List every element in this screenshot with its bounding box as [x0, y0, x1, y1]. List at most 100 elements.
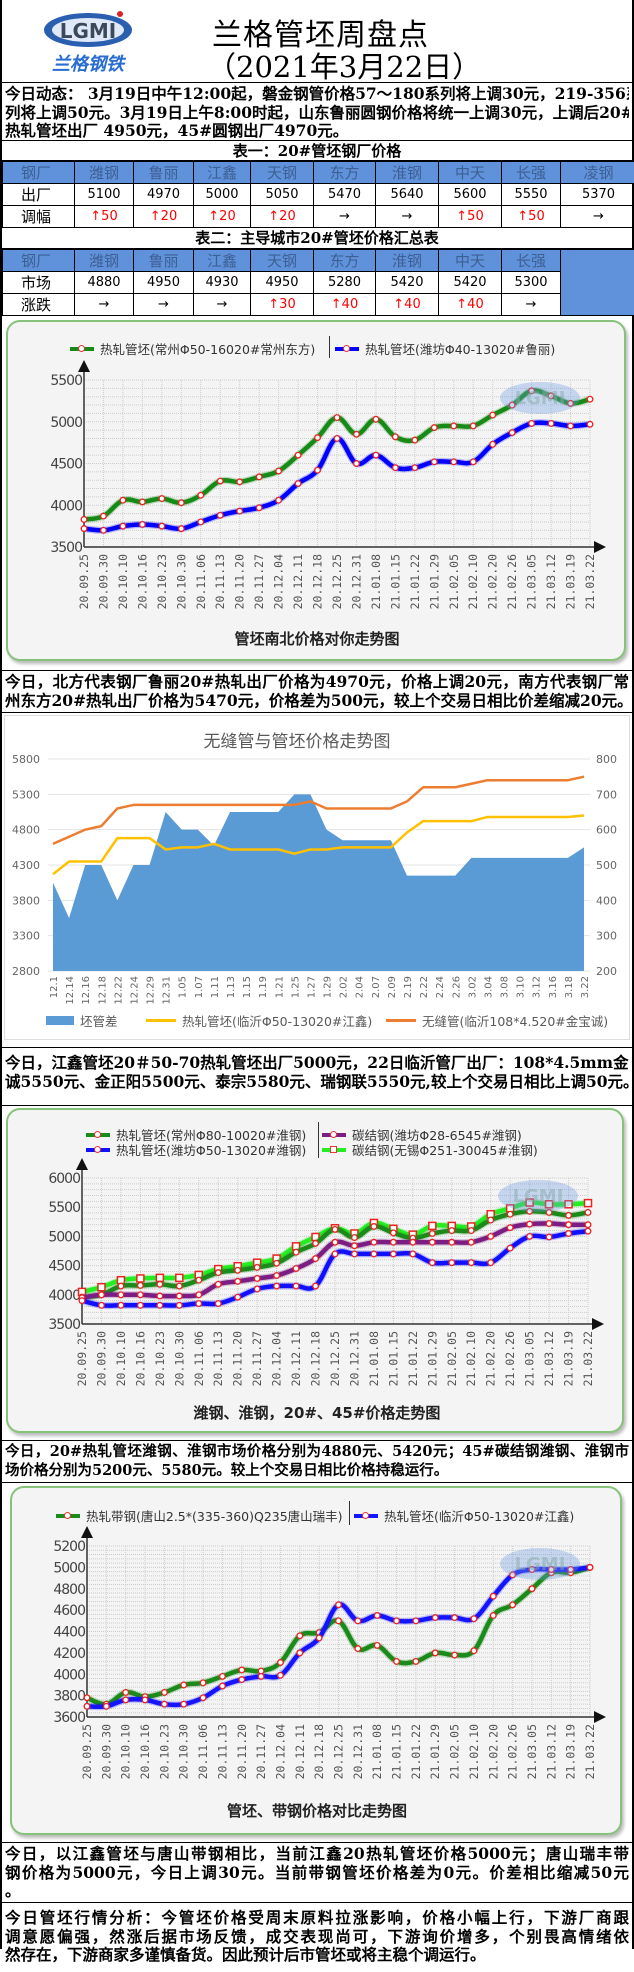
x-tick-label: 12.31 [162, 976, 173, 1005]
watermark-text: LGMI [515, 388, 566, 409]
data-point [181, 1682, 187, 1688]
x-tick-label: 20.12.18 [312, 1724, 326, 1779]
x-tick-label: 20.10.10 [116, 554, 130, 609]
x-tick-label: 2.19 [403, 976, 414, 998]
x-tick-label: 1.11 [210, 976, 221, 998]
data-point [430, 1239, 436, 1245]
legend-swatch [354, 1514, 378, 1518]
data-point [156, 1274, 163, 1281]
x-tick-label: 20.11.13 [213, 554, 227, 609]
data-point [239, 1667, 245, 1673]
data-point [352, 1235, 358, 1241]
x-tick-label: 20.12.25 [332, 1724, 346, 1779]
data-point [568, 423, 574, 429]
x-tick-label: 21.02.20 [484, 1331, 498, 1386]
data-point [471, 1648, 477, 1654]
table-cell: ↑50 [439, 206, 502, 228]
table-cell: 4970 [134, 184, 194, 206]
x-tick-label: 20.11.06 [194, 554, 208, 609]
data-point [254, 1276, 260, 1282]
data-point [176, 1274, 183, 1281]
text-line: 今日管坯行情分析：今管坯价格受周末原料拉涨影响，价格小幅上行，下游厂商跟 [5, 1909, 629, 1928]
data-point [566, 1213, 572, 1219]
y-tick-label: 5800 [12, 753, 40, 766]
data-point [509, 430, 515, 436]
legend-label: 坯管差 [80, 1011, 118, 1030]
data-point [81, 517, 87, 523]
x-axis-arrow-icon [594, 1711, 606, 1723]
y2-tick-label: 400 [596, 894, 617, 907]
x-tick-label: 20.12.04 [270, 1331, 284, 1386]
x-tick-label: 12.18 [97, 976, 108, 1005]
x-tick-label: 20.11.27 [250, 1331, 264, 1386]
data-point [215, 1301, 221, 1307]
table-cell: 4880 [75, 272, 134, 294]
column-header: 中天 [439, 162, 502, 184]
data-point [315, 467, 321, 473]
x-tick-label: 20.11.20 [235, 1724, 249, 1779]
y-tick-label: 4300 [12, 859, 40, 872]
y-tick-label: 4200 [53, 1646, 85, 1662]
x-tick-label: 20.09.25 [75, 1331, 89, 1386]
x-tick-label: 21.01.08 [369, 554, 383, 609]
text-line: 热轧管坯出厂 4950元，45#圆钢出厂4970元。 [5, 122, 629, 141]
row-label: 涨跌 [3, 294, 75, 316]
data-point [410, 1251, 416, 1257]
x-tick-label: 20.12.18 [309, 1331, 323, 1386]
column-header: 天钢 [251, 162, 314, 184]
data-point [313, 1283, 319, 1289]
y-tick-label: 5500 [48, 1200, 80, 1216]
x-tick-label: 12.1 [49, 976, 60, 998]
data-point [332, 1227, 338, 1233]
table-cell: ↑20 [251, 206, 314, 228]
data-point [157, 1293, 163, 1299]
x-tick-label: 21.03.19 [564, 1724, 578, 1779]
legend-label: 热轧管坯(常州Φ50-16020#常州东方) [100, 339, 315, 358]
area-series [53, 794, 584, 971]
x-tick-label: 2.04 [355, 976, 366, 998]
data-point [162, 1690, 168, 1696]
x-tick-label: 21.02.05 [445, 1331, 459, 1386]
data-point [490, 412, 496, 418]
data-point [354, 461, 360, 467]
data-point [215, 1270, 221, 1276]
data-point [313, 1256, 319, 1262]
data-point [585, 1228, 591, 1234]
legend-item: 无缝管(临沂108*4.520#金宝诚) [386, 1011, 608, 1030]
data-point [239, 1677, 245, 1683]
y-tick-label: 4800 [12, 824, 40, 837]
data-point [488, 1234, 494, 1240]
data-point [412, 465, 418, 471]
data-point [313, 1241, 319, 1247]
data-point [468, 1260, 474, 1266]
comment-billet-strip: 今日，以江鑫管坯与唐山带钢相比，当前江鑫20热轧管坯价格5000元；唐山瑞丰带 … [2, 1843, 632, 1903]
data-point [123, 1690, 129, 1696]
data-point [159, 496, 165, 502]
data-point [315, 435, 321, 441]
data-point [140, 522, 146, 528]
data-point [258, 1674, 264, 1680]
data-point [198, 492, 204, 498]
y-axis-arrow-icon [81, 1526, 93, 1538]
legend-swatch [146, 1019, 176, 1022]
x-tick-label: 1.29 [323, 976, 334, 998]
data-point [237, 479, 243, 485]
y-tick-label: 3800 [12, 894, 40, 907]
y-tick-label: 5300 [12, 788, 40, 801]
x-tick-label: 20.12.31 [347, 1331, 361, 1386]
y-tick-label: 5000 [48, 1229, 80, 1245]
column-header: 长强 [502, 162, 561, 184]
data-point [587, 1565, 593, 1571]
data-point [274, 1273, 280, 1279]
table-cell: → [561, 206, 634, 228]
data-point [585, 1222, 591, 1228]
x-tick-label: 20.10.23 [155, 554, 169, 609]
column-header: 潍钢 [75, 162, 134, 184]
data-point [278, 1673, 284, 1679]
x-tick-label: 21.02.26 [505, 554, 519, 609]
data-point [355, 1646, 361, 1652]
x-tick-label: 20.12.31 [349, 554, 363, 609]
data-point [452, 1615, 458, 1621]
x-tick-label: 20.10.16 [133, 1331, 147, 1386]
data-point [373, 416, 379, 422]
